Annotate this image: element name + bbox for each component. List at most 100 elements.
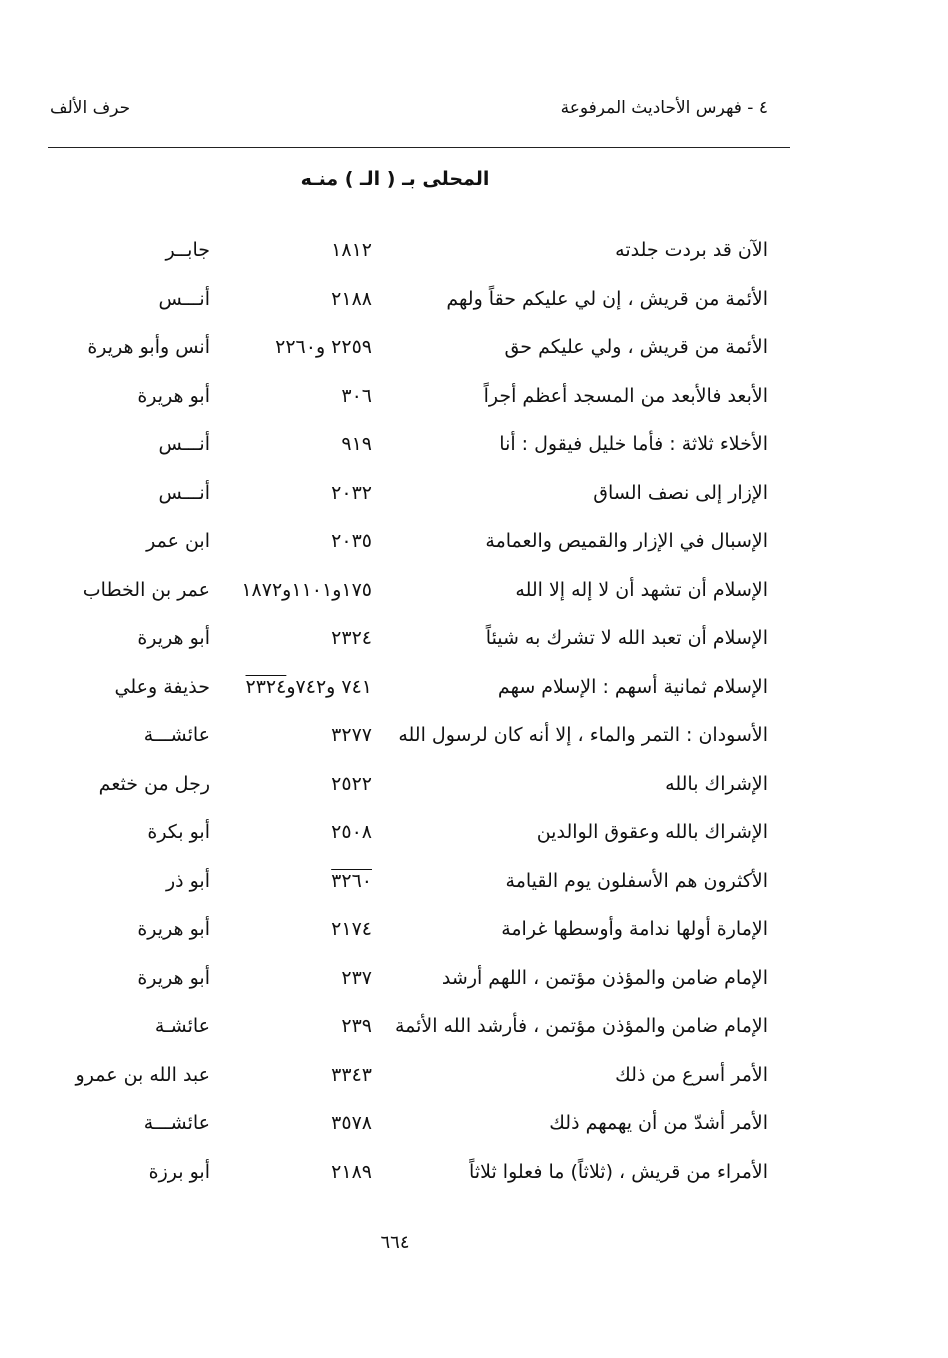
hadith-index-list: الآن قد بردت جلدته ١٨١٢ جابــر الأئمة من قر… <box>28 226 768 1196</box>
number-plain: ٢١٧٤ <box>331 918 372 941</box>
hadith-number: ٢٣٢٤ <box>210 627 372 649</box>
index-row: الإمام ضامن والمؤذن مؤتمن ، اللهم أرشد ٢٣… <box>28 954 768 1003</box>
page-number: ٦٦٤ <box>380 1232 410 1253</box>
hadith-text: الأئمة من قريش ، إن لي عليكم حقاً ولهم <box>446 287 768 310</box>
index-row: الإسبال في الإزار والقميص والعمامة ٢٠٣٥ اب… <box>28 517 768 566</box>
hadith-number: ١٨١٢ <box>210 239 372 261</box>
hadith-text: الأبعد فالأبعد من المسجد أعظم أجراً <box>483 384 768 407</box>
narrator: ابن عمر <box>146 530 210 553</box>
index-row: الإسلام أن تشهد أن لا إله إلا الله ١٧٥و١١… <box>28 566 768 615</box>
narrator: أنـــس <box>158 433 211 456</box>
hadith-number: ٣٢٦٠ <box>210 870 372 892</box>
narrator: أنـــس <box>158 287 211 310</box>
number-plain: ٢٣٩ <box>341 1015 372 1038</box>
hadith-number: ٢٣٩ <box>210 1015 372 1037</box>
narrator: أبو هريرة <box>137 966 210 989</box>
number-plain: ٢٠٣٢ <box>331 481 372 504</box>
hadith-text: الأخلاء ثلاثة : فأما خليل فيقول : أنا <box>499 433 768 456</box>
narrator: أبو ذر <box>165 869 210 892</box>
hadith-text: الأمر أشدّ من أن يهمهم ذلك <box>549 1112 768 1135</box>
number-plain: ٣٣٤٣ <box>331 1063 372 1086</box>
hadith-number: ٢٥٢٢ <box>210 773 372 795</box>
hadith-text: الإمارة أولها ندامة وأوسطها غرامة <box>501 918 768 941</box>
number-plain: ٣٢٧٧ <box>331 724 372 747</box>
hadith-text: الأسودان : التمر والماء ، إلا أنه كان لر… <box>398 724 768 747</box>
number-plain: ١٨١٢ <box>331 239 372 262</box>
running-header-chapter: حرف الألف <box>50 98 131 118</box>
number-overlined: ٢٣٢٤ <box>245 675 287 698</box>
index-row: الأمر أشدّ من أن يهمهم ذلك ٣٥٧٨ عائشـــة <box>28 1099 768 1148</box>
narrator: حذيفة وعلي <box>114 675 210 698</box>
hadith-number: ٢١٨٩ <box>210 1161 372 1183</box>
number-plain: ٢٥٠٨ <box>331 821 372 844</box>
hadith-number: ٢٠٣٥ <box>210 530 372 552</box>
number-plain: ٢٥٢٢ <box>331 772 372 795</box>
hadith-number: ٣٥٧٨ <box>210 1112 372 1134</box>
hadith-text: الأمراء من قريش ، (ثلاثاً) ما فعلوا ثلاث… <box>469 1160 768 1183</box>
number-plain: ٢١٨٩ <box>331 1160 372 1183</box>
hadith-text: الإسلام أن تشهد أن لا إله إلا الله <box>515 578 768 601</box>
hadith-number: ٩١٩ <box>210 433 372 455</box>
narrator: أنـــس <box>158 481 211 504</box>
section-title: المحلى بـ ( الـ ) منـه <box>300 168 490 190</box>
number-plain: ٣٥٧٨ <box>331 1112 372 1135</box>
hadith-number: ٣٠٦ <box>210 385 372 407</box>
index-row: الإشراك بالله ٢٥٢٢ رجل من خثعم <box>28 760 768 809</box>
narrator: عائشـــة <box>143 724 210 747</box>
narrator: جابــر <box>165 239 210 262</box>
index-row: الأمر أسرع من ذلك ٣٣٤٣ عبد الله بن عمرو <box>28 1051 768 1100</box>
number-overlined: ٣٢٦٠ <box>331 869 372 892</box>
hadith-number: ١٧٥و١١٠١و١٨٧٢ <box>210 579 372 601</box>
hadith-text: الإسلام ثمانية أسهم : الإسلام سهم <box>497 675 768 698</box>
index-row: الأئمة من قريش ، ولي عليكم حق ٢٢٥٩ و٢٢٦٠ أ… <box>28 323 768 372</box>
hadith-number: ٢٠٣٢ <box>210 482 372 504</box>
hadith-text: الأمر أسرع من ذلك <box>615 1063 768 1086</box>
header-divider <box>48 147 790 148</box>
narrator: عائشـــة <box>143 1112 210 1135</box>
hadith-number: ٢٢٥٩ و٢٢٦٠ <box>210 336 372 358</box>
index-row: الإمام ضامن والمؤذن مؤتمن ، فأرشد الله ا… <box>28 1002 768 1051</box>
hadith-text: الإسلام أن تعبد الله لا تشرك به شيئاً <box>485 627 768 650</box>
hadith-text: الإمام ضامن والمؤذن مؤتمن ، اللهم أرشد <box>441 966 768 989</box>
index-row: الأخلاء ثلاثة : فأما خليل فيقول : أنا ٩١٩… <box>28 420 769 469</box>
hadith-text: الإشراك بالله وعقوق الوالدين <box>536 821 768 844</box>
narrator: أبو بكرة <box>147 821 210 844</box>
narrator: عبد الله بن عمرو <box>75 1063 210 1086</box>
index-row: الأمراء من قريش ، (ثلاثاً) ما فعلوا ثلاث… <box>28 1148 768 1197</box>
number-plain: ٧٤١ و٧٤٢و <box>286 675 372 698</box>
hadith-number: ٣٣٤٣ <box>210 1064 372 1086</box>
running-header-title: ٤ - فهرس الأحاديث المرفوعة <box>560 98 768 118</box>
index-row: الأسودان : التمر والماء ، إلا أنه كان لر… <box>28 711 768 760</box>
narrator: أنس وأبو هريرة <box>87 336 210 359</box>
hadith-text: الإمام ضامن والمؤذن مؤتمن ، فأرشد الله ا… <box>394 1015 768 1038</box>
number-plain: ٢١٨٨ <box>331 287 372 310</box>
number-plain: ٢٠٣٥ <box>331 530 372 553</box>
number-plain: ٣٠٦ <box>341 384 372 407</box>
number-plain: ١٧٥و١١٠١و١٨٧٢ <box>241 578 372 601</box>
narrator: أبو هريرة <box>137 627 210 650</box>
index-row: الآن قد بردت جلدته ١٨١٢ جابــر <box>28 226 768 275</box>
hadith-number: ٢١٧٤ <box>210 918 372 940</box>
narrator: أبو هريرة <box>137 918 210 941</box>
index-row: الإمارة أولها ندامة وأوسطها غرامة ٢١٧٤ أبو… <box>28 905 768 954</box>
number-plain: ٩١٩ <box>341 433 372 456</box>
hadith-text: الأئمة من قريش ، ولي عليكم حق <box>504 336 768 359</box>
index-row: الأكثرون هم الأسفلون يوم القيامة ٣٢٦٠ أبو … <box>28 857 768 906</box>
index-row: الإسلام ثمانية أسهم : الإسلام سهم ٧٤١ و٧٤… <box>28 663 768 712</box>
number-plain: ٢٣٢٤ <box>331 627 372 650</box>
index-row: الإسلام أن تعبد الله لا تشرك به شيئاً ٢٣٢… <box>28 614 768 663</box>
hadith-text: الإسبال في الإزار والقميص والعمامة <box>485 530 768 553</box>
index-row: الإزار إلى نصف الساق ٢٠٣٢ أنـــس <box>28 469 769 518</box>
index-row: الإشراك بالله وعقوق الوالدين ٢٥٠٨ أبو بكرة <box>28 808 768 857</box>
hadith-text: الأكثرون هم الأسفلون يوم القيامة <box>505 869 768 892</box>
hadith-number: ٢١٨٨ <box>210 288 372 310</box>
number-plain: ٢٣٧ <box>341 966 372 989</box>
number-plain: ٢٢٥٩ و٢٢٦٠ <box>275 336 372 359</box>
hadith-number: ٣٢٧٧ <box>210 724 372 746</box>
narrator: رجل من خثعم <box>98 772 210 795</box>
hadith-text: الآن قد بردت جلدته <box>615 239 768 262</box>
narrator: عائشـة <box>154 1015 210 1038</box>
hadith-number: ٢٣٧ <box>210 967 372 989</box>
narrator: أبو برزة <box>148 1160 210 1183</box>
hadith-text: الإشراك بالله <box>665 772 768 795</box>
